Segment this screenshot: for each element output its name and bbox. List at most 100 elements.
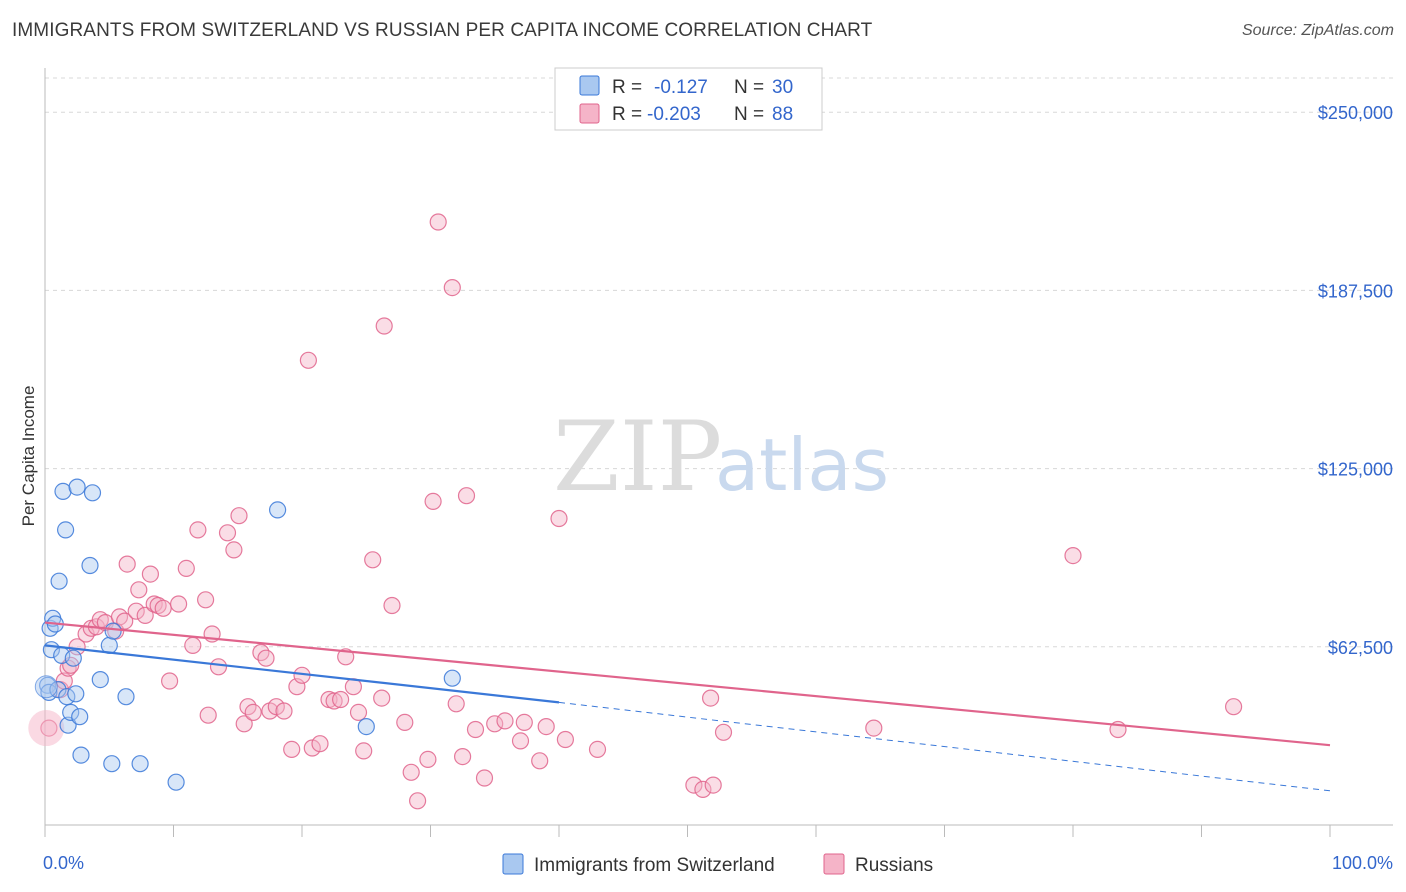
switzerland-point-16 [68,478,86,496]
russians-point-42 [283,740,301,759]
switzerland-point-12 [59,716,77,734]
switzerland-point-26 [131,755,149,773]
switzerland-points [34,478,461,791]
switzerland-point-28 [269,501,287,519]
russians-point-84 [714,723,733,741]
russians-point-60 [402,763,420,781]
legend-r-label-switzerland: R = [612,77,642,98]
russians-point-28 [199,706,217,724]
russians-point-25 [184,636,202,655]
russians-point-68 [457,487,476,505]
switzerland-point-29 [357,717,375,736]
grid-lines [45,77,1393,648]
russians-point-70 [475,769,494,787]
switzerland-trend-line [44,644,560,704]
russians-point-75 [531,752,549,770]
russians-point-15 [127,602,145,620]
bottom-legend-swatch-switzerland [502,853,524,875]
russians-point-22 [161,672,179,690]
y-tick-label-1: $125,000 [1318,460,1393,480]
russians-point-82 [704,776,722,794]
russians-point-85 [865,719,883,737]
russians-point-47 [311,735,329,753]
switzerland-point-7 [50,572,68,590]
russians-point-59 [396,713,414,732]
russians-point-88 [1224,698,1243,716]
russians-point-27 [197,591,215,609]
y-tick-label-0: $62,500 [1328,638,1393,658]
chart-title: IMMIGRANTS FROM SWITZERLAND VS RUSSIAN P… [12,20,873,41]
russians-point-23 [170,595,188,613]
switzerland-trend-extension [558,701,1331,792]
russians-point-58 [383,596,401,615]
russians-point-86 [1064,546,1082,565]
x-tick-label-min: 0.0% [43,853,84,873]
russians-point-30 [209,658,228,676]
russians-point-50 [332,690,350,709]
watermark: ZIP atlas [553,401,889,513]
bottom-legend-swatch-russians [823,853,845,875]
legend-r-value-russians: -0.203 [647,104,701,125]
y-tick-label-2: $187,500 [1318,281,1393,301]
russians-points [28,213,1243,810]
russians-point-38 [257,649,275,667]
russians-point-21 [154,599,172,617]
switzerland-point-14 [64,649,82,667]
russians-point-24 [177,559,195,578]
legend-swatch-switzerland [579,75,600,96]
switzerland-point-19 [81,556,99,575]
y-axis-title: Per Capita Income [19,386,38,527]
russians-point-62 [419,750,437,769]
russians-point-71 [486,715,504,733]
russians-point-74 [515,713,533,732]
switzerland-point-13 [62,703,80,722]
russians-point-17 [136,606,154,625]
russians-point-83 [701,689,720,707]
bottom-legend-label-russians: Russians [855,855,933,876]
russians-point-57 [375,317,393,335]
russians-point-cluster [28,710,65,747]
switzerland-point-cluster [34,675,58,699]
watermark-atlas: atlas [715,423,889,507]
russians-point-73 [511,732,530,750]
russians-point-31 [218,524,237,542]
russians-point-14 [118,555,136,573]
russians-point-76 [537,717,555,736]
switzerland-point-18 [72,746,90,764]
russians-point-55 [364,551,382,569]
russians-point-54 [355,742,373,760]
legend-n-label-switzerland: N = [734,77,764,98]
russians-point-63 [424,492,442,510]
trend-lines [44,621,1331,792]
russians-point-34 [235,715,253,733]
russians-point-53 [349,703,368,722]
russians-point-61 [409,792,427,810]
source-label: Source: ZipAtlas.com [1241,22,1394,39]
russians-point-33 [230,507,248,525]
russians-point-69 [466,720,485,739]
russians-point-18 [141,565,159,583]
russians-point-66 [447,695,465,713]
correlation-legend: R = -0.127 N = 30 R = -0.203 N = 88 [554,67,823,131]
x-tick-label-max: 100.0% [1332,853,1393,873]
russians-point-45 [299,351,317,369]
russians-point-80 [685,776,703,794]
y-tick-label-3: $250,000 [1318,103,1393,123]
switzerland-point-25 [117,688,135,706]
russians-point-81 [694,780,712,799]
russians-point-77 [550,509,568,528]
switzerland-point-20 [83,484,102,502]
switzerland-point-17 [71,708,89,726]
legend-r-label-russians: R = [612,104,642,125]
russians-point-78 [556,730,575,749]
russians-point-51 [337,648,355,666]
series-legend: Immigrants from Switzerland Russians [502,853,933,876]
russians-point-26 [189,521,207,539]
bottom-legend-label-switzerland: Immigrants from Switzerland [534,855,775,876]
legend-n-value-switzerland: 30 [772,77,793,98]
legend-swatch-russians [579,103,600,124]
russians-point-20 [149,596,167,615]
switzerland-point-21 [91,670,109,689]
russians-point-32 [225,541,243,559]
